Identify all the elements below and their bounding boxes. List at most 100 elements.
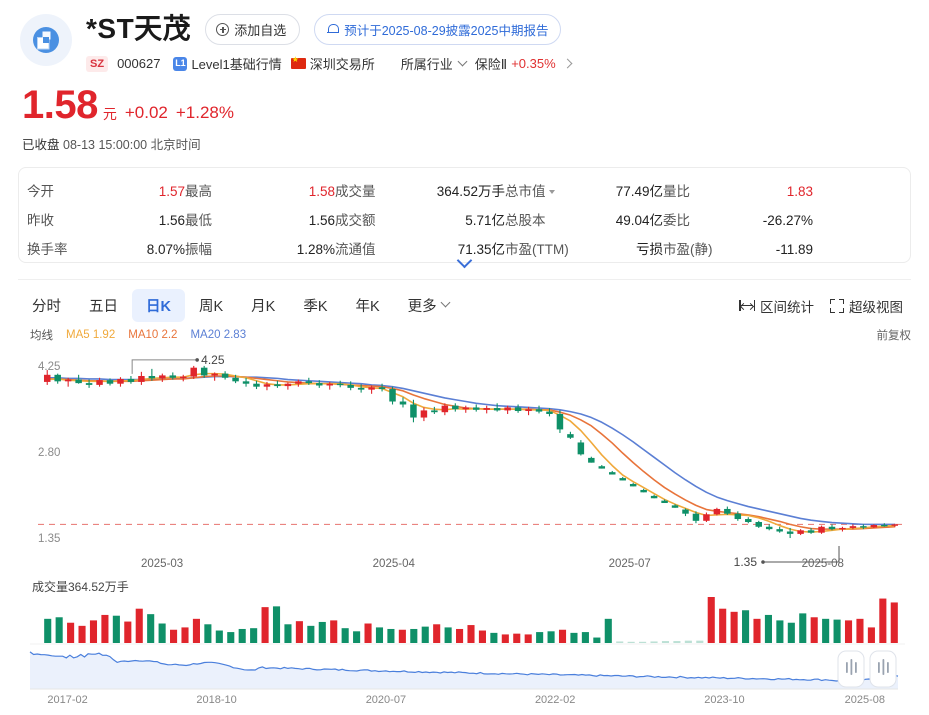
stat-value: 1.28% (296, 242, 335, 257)
tab-2[interactable]: 日K (132, 289, 185, 322)
tab-6[interactable]: 年K (342, 289, 394, 322)
stat-label: 市盈(TTM) (505, 242, 569, 257)
candle-body (860, 526, 867, 528)
candle-body (399, 401, 407, 405)
add-watchlist-button[interactable]: 添加自选 (205, 14, 301, 45)
candle-body (159, 375, 166, 379)
candle-body (54, 374, 61, 382)
volume-bar (112, 615, 120, 643)
industry-dropdown[interactable]: 所属行业 (401, 54, 468, 73)
tab-3[interactable]: 周K (185, 289, 237, 322)
time-range-navigator[interactable]: 2017-02 2018-10 2020-07 2022-02 2023-10 2025-… (18, 649, 911, 707)
market-level-item[interactable]: L1 Level1基础行情 (173, 54, 282, 73)
candle-body (221, 373, 229, 378)
volume-bar (719, 608, 727, 643)
ma20-legend[interactable]: MA20 2.83 (190, 329, 247, 341)
tab-label: 季K (303, 299, 328, 315)
candle-body (180, 376, 187, 378)
candle-body (640, 489, 647, 493)
volume-bar (879, 598, 887, 643)
industry-link[interactable]: 保险Ⅱ +0.35% (475, 54, 573, 73)
candle-body (609, 472, 616, 475)
expand-stats-button[interactable] (19, 252, 910, 269)
candle-body (253, 383, 260, 387)
volume-bar (742, 610, 750, 643)
quote-timezone: 北京时间 (150, 138, 201, 152)
tab-4[interactable]: 月K (237, 289, 289, 322)
volume-bar (856, 618, 864, 643)
adjust-type-button[interactable]: 前复权 (876, 330, 912, 342)
stat-label[interactable]: 总市值 (505, 180, 581, 200)
candle-body (588, 457, 595, 463)
candle-body (525, 409, 532, 412)
volume-bar (261, 607, 269, 643)
candle-body (357, 387, 365, 390)
tab-label: 五日 (89, 299, 118, 315)
volume-bar (501, 634, 509, 643)
candle-body (556, 413, 564, 430)
candle-body (305, 381, 313, 384)
volume-bar (215, 630, 223, 643)
bell-icon (327, 23, 340, 36)
tab-label: 月K (251, 299, 276, 315)
tab-label: 更多 (407, 299, 437, 315)
volume-chart[interactable]: 成交量364.52万手 (0, 577, 929, 649)
low-price-marker: 1.35 (734, 555, 758, 569)
volume-bar (330, 620, 338, 643)
market-item[interactable]: 深圳交易所 (290, 54, 375, 73)
tab-0[interactable]: 分时 (18, 289, 75, 322)
volume-bar (387, 628, 395, 643)
candle-body (504, 407, 511, 411)
range-handle-icon[interactable] (837, 650, 865, 688)
low-marker-dot (761, 560, 765, 564)
candle-body (452, 405, 459, 410)
candle-body (232, 377, 239, 382)
range-stats-button[interactable]: 区间统计 (731, 291, 822, 321)
volume-bar (410, 628, 418, 643)
candle-body (211, 373, 218, 376)
report-notice-banner[interactable]: 预计于2025-08-29披露2025中期报告 (314, 14, 562, 45)
tab-5[interactable]: 季K (289, 289, 341, 322)
volume-bar (810, 617, 818, 643)
navigator-tick: 2023-10 (704, 694, 744, 706)
stat-value: 1.58 (308, 184, 335, 199)
stat-value: 364.52万手 (436, 184, 505, 199)
volume-bar (124, 621, 132, 643)
stat-label: 今开 (27, 184, 54, 199)
volume-bar (238, 628, 246, 643)
tab-label: 周K (198, 299, 224, 315)
range-handle-icon[interactable] (869, 650, 897, 688)
candle-body (629, 484, 637, 487)
volume-bar (101, 614, 109, 643)
volume-bar (776, 620, 784, 643)
candle-body (274, 384, 281, 387)
ma10-legend[interactable]: MA10 2.2 (128, 329, 178, 341)
candle-body (745, 519, 752, 523)
volume-bar (707, 597, 715, 643)
candle-body (692, 513, 700, 521)
volume-bar (227, 632, 235, 643)
candle-body (85, 383, 93, 385)
candle-body (577, 442, 585, 455)
y-axis-tick: 2.80 (38, 447, 60, 459)
candle-body (410, 404, 417, 418)
super-view-button[interactable]: 超级视图 (822, 291, 911, 321)
volume-bar (147, 614, 155, 643)
range-arrows-icon (739, 300, 755, 311)
volume-bar (696, 640, 704, 643)
stat-label: 量比 (663, 184, 690, 199)
volume-bar (787, 622, 795, 643)
ma5-legend[interactable]: MA5 1.92 (66, 329, 116, 341)
chevron-down-icon (440, 297, 451, 308)
stat-value: 1.56 (158, 213, 185, 228)
tab-7[interactable]: 更多 (394, 289, 463, 322)
price-change-percent: +1.28% (175, 103, 235, 122)
last-price: 1.58 (22, 83, 98, 127)
candlestick-chart[interactable]: 4.25 2.80 1.35 4.25 1.35 2025-03 2025-04 2025-0… (0, 345, 929, 575)
tab-1[interactable]: 五日 (75, 289, 132, 322)
range-stats-label: 区间统计 (760, 299, 814, 315)
stat-value: -11.89 (775, 242, 813, 257)
ma10-line (46, 375, 896, 530)
candle-body (713, 508, 721, 515)
volume-bar (684, 640, 692, 643)
